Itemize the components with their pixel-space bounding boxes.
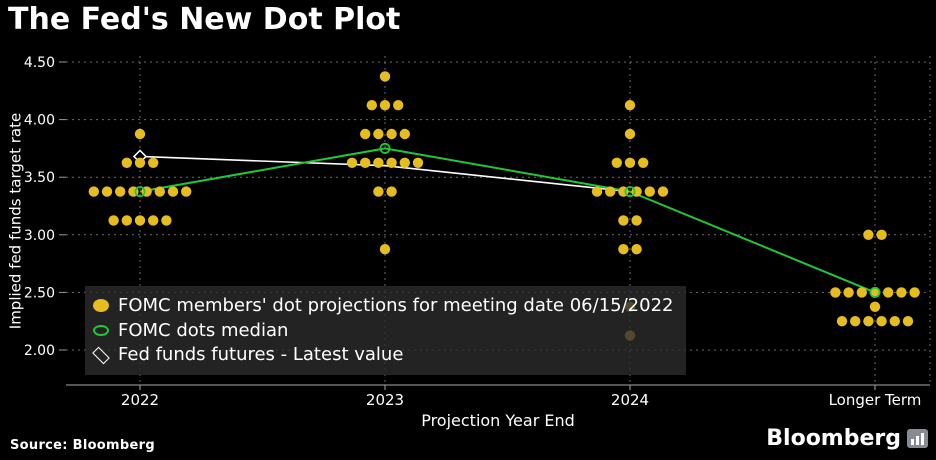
- y-axis-label: Implied fed funds target rate: [6, 112, 25, 330]
- fomc-dot: [624, 100, 636, 111]
- median-marker-icon: [379, 142, 391, 154]
- fomc-dot: [605, 186, 616, 197]
- fomc-dot: [393, 100, 404, 111]
- legend-entry: FOMC dots median: [93, 319, 678, 341]
- fomc-dot: [850, 316, 861, 327]
- fomc-dot: [148, 157, 159, 168]
- median-marker-icon: [624, 186, 636, 198]
- fomc-dot: [644, 186, 655, 197]
- chart-legend: FOMC members' dot projections for meetin…: [85, 286, 686, 375]
- median-line: [139, 147, 876, 294]
- fomc-dot: [360, 157, 371, 168]
- fomc-dot: [889, 316, 900, 327]
- fomc-dot: [346, 157, 358, 168]
- x-tick-label: 2024: [611, 391, 649, 409]
- fomc-dot: [902, 316, 914, 327]
- fomc-dot: [856, 287, 867, 298]
- legend-label: Fed funds futures - Latest value: [118, 344, 404, 366]
- y-tick-label: 3.00: [24, 228, 55, 244]
- fomc-dot: [876, 229, 887, 240]
- open-diamond-legend-marker-icon: [92, 346, 110, 365]
- fomc-dot: [148, 215, 159, 226]
- fomc-dot: [366, 100, 377, 111]
- fomc-dot: [373, 186, 384, 197]
- fomc-dot: [379, 244, 391, 255]
- fomc-dot: [88, 186, 100, 197]
- legend-entry: FOMC members' dot projections for meetin…: [93, 294, 678, 316]
- x-tick-label: 2023: [366, 391, 404, 409]
- fomc-dot: [121, 157, 132, 168]
- fomc-dot: [386, 186, 397, 197]
- fomc-dot: [154, 186, 165, 197]
- fomc-dot: [909, 287, 920, 298]
- fomc-dot: [591, 186, 603, 197]
- fomc-dot: [611, 157, 622, 168]
- fomc-dot: [631, 244, 642, 255]
- filled-circle-legend-marker-icon: [93, 299, 109, 313]
- y-tick-label: 4.50: [24, 55, 55, 71]
- source-attribution: Source: Bloomberg: [10, 438, 155, 453]
- fomc-dot: [624, 128, 636, 140]
- legend-label: FOMC dots median: [118, 319, 289, 341]
- fomc-dot: [657, 186, 669, 197]
- fomc-dot: [373, 157, 384, 168]
- fomc-dot: [161, 215, 172, 226]
- x-axis-label: Projection Year End: [421, 411, 575, 430]
- y-tick-label: 4.00: [24, 113, 55, 129]
- y-tick-label: 3.50: [24, 170, 55, 186]
- fomc-dot: [399, 128, 410, 140]
- x-tick-label: 2022: [121, 391, 159, 409]
- fomc-dot: [896, 287, 907, 298]
- fomc-dot: [101, 186, 113, 197]
- x-tick-label: Longer Term: [829, 391, 922, 409]
- futures-line: [139, 155, 631, 193]
- fomc-dot: [386, 157, 397, 168]
- fomc-dot: [379, 100, 391, 111]
- fomc-dot: [638, 157, 649, 168]
- legend-entry: Fed funds futures - Latest value: [92, 344, 678, 366]
- fomc-dot: [181, 186, 192, 197]
- fomc-dot: [869, 287, 881, 298]
- fomc-dot: [863, 316, 874, 327]
- fomc-dot: [360, 128, 371, 140]
- legend-label: FOMC members' dot projections for meetin…: [118, 294, 674, 316]
- fomc-dot: [379, 71, 391, 82]
- bloomberg-wordmark: Bloomberg: [766, 426, 901, 451]
- bloomberg-logo: Bloomberg: [766, 426, 928, 451]
- fomc-dot: [373, 128, 384, 140]
- fomc-dot: [134, 215, 146, 226]
- fomc-dot: [869, 301, 881, 312]
- fomc-dot: [412, 157, 424, 168]
- y-tick-label: 2.00: [24, 343, 55, 359]
- y-tick-label: 2.50: [24, 285, 55, 301]
- fomc-dot: [121, 215, 132, 226]
- fomc-dot: [134, 157, 146, 168]
- bar-chart-icon: [907, 429, 928, 448]
- fomc-dot: [134, 128, 146, 140]
- fomc-dot: [836, 316, 848, 327]
- median-marker-icon: [134, 186, 146, 198]
- fomc-dot: [399, 157, 410, 168]
- fomc-dot: [830, 287, 841, 298]
- fomc-dot: [631, 215, 642, 226]
- fomc-dot: [883, 287, 894, 298]
- fomc-dot: [167, 186, 179, 197]
- fomc-dot: [876, 316, 887, 327]
- fomc-dot: [115, 186, 126, 197]
- fomc-dot: [624, 157, 636, 168]
- open-circle-legend-marker-icon: [93, 325, 109, 336]
- fomc-dot: [618, 244, 629, 255]
- fomc-dot: [108, 215, 119, 226]
- chart-title: The Fed's New Dot Plot: [8, 2, 401, 37]
- fomc-dot: [863, 229, 874, 240]
- median-marker-icon: [869, 286, 881, 298]
- fomc-dot: [618, 215, 629, 226]
- fomc-dot: [843, 287, 854, 298]
- fomc-dot: [386, 128, 397, 140]
